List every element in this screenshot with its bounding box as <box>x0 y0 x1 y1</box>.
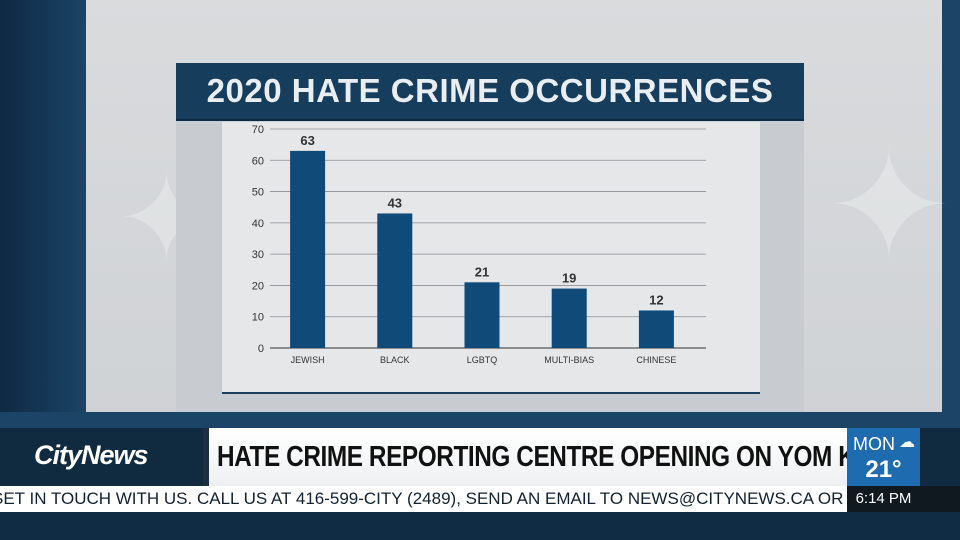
bar-chart: 0 10 20 30 40 50 60 70 63 JEWISH 43 BLACK 21 LGBTQ 19 M… <box>222 122 760 394</box>
weather-temperature: 21° <box>865 456 902 483</box>
data-label: 19 <box>562 271 576 286</box>
bar <box>290 150 326 348</box>
headline-text: HATE CRIME REPORTING CENTRE OPENING ON Y… <box>217 440 928 473</box>
ticker-text: SET IN TOUCH WITH US. CALL US AT 416-599… <box>0 489 862 508</box>
bar <box>551 288 587 348</box>
y-tick-label: 70 <box>252 124 264 136</box>
y-tick-label: 60 <box>252 155 264 167</box>
bar <box>377 213 413 348</box>
lower-third-left <box>0 428 203 486</box>
right-strip <box>920 428 960 486</box>
x-tick-label: LGBTQ <box>467 355 498 365</box>
data-label: 43 <box>388 195 402 210</box>
bar <box>638 310 674 348</box>
y-tick-label: 10 <box>252 312 264 324</box>
data-label: 63 <box>300 133 314 148</box>
news-ticker: SET IN TOUCH WITH US. CALL US AT 416-599… <box>0 486 960 512</box>
partly-cloudy-icon: ☁ <box>899 434 915 451</box>
chart-title-banner: 2020 HATE CRIME OCCURRENCES <box>176 63 804 121</box>
clock: 6:14 PM <box>847 486 920 512</box>
y-tick-label: 30 <box>252 249 264 261</box>
y-tick-label: 40 <box>252 218 264 230</box>
y-tick-label: 0 <box>258 343 264 355</box>
citynews-logo: CityNews <box>34 440 149 470</box>
y-tick-label: 20 <box>252 280 264 292</box>
y-tick-label: 50 <box>252 187 264 199</box>
weather-box: MON ☁ 21° <box>847 428 920 486</box>
data-label: 21 <box>475 264 489 279</box>
x-tick-label: CHINESE <box>636 355 676 365</box>
headline-bar: HATE CRIME REPORTING CENTRE OPENING ON Y… <box>203 428 928 486</box>
x-tick-label: JEWISH <box>291 355 325 365</box>
weather-day: MON <box>853 434 895 454</box>
wall-decor: ✦ <box>826 120 952 294</box>
bar <box>464 282 500 348</box>
chart-title: 2020 HATE CRIME OCCURRENCES <box>206 72 774 109</box>
data-label: 12 <box>649 292 663 307</box>
bar-chart-svg: 0 10 20 30 40 50 60 70 63 JEWISH 43 BLACK 21 LGBTQ 19 M… <box>252 124 706 365</box>
clock-strip <box>920 486 960 512</box>
x-tick-label: MULTI-BIAS <box>544 355 594 365</box>
footer-band <box>0 512 960 540</box>
desk-band <box>0 412 960 430</box>
x-tick-label: BLACK <box>380 355 410 365</box>
